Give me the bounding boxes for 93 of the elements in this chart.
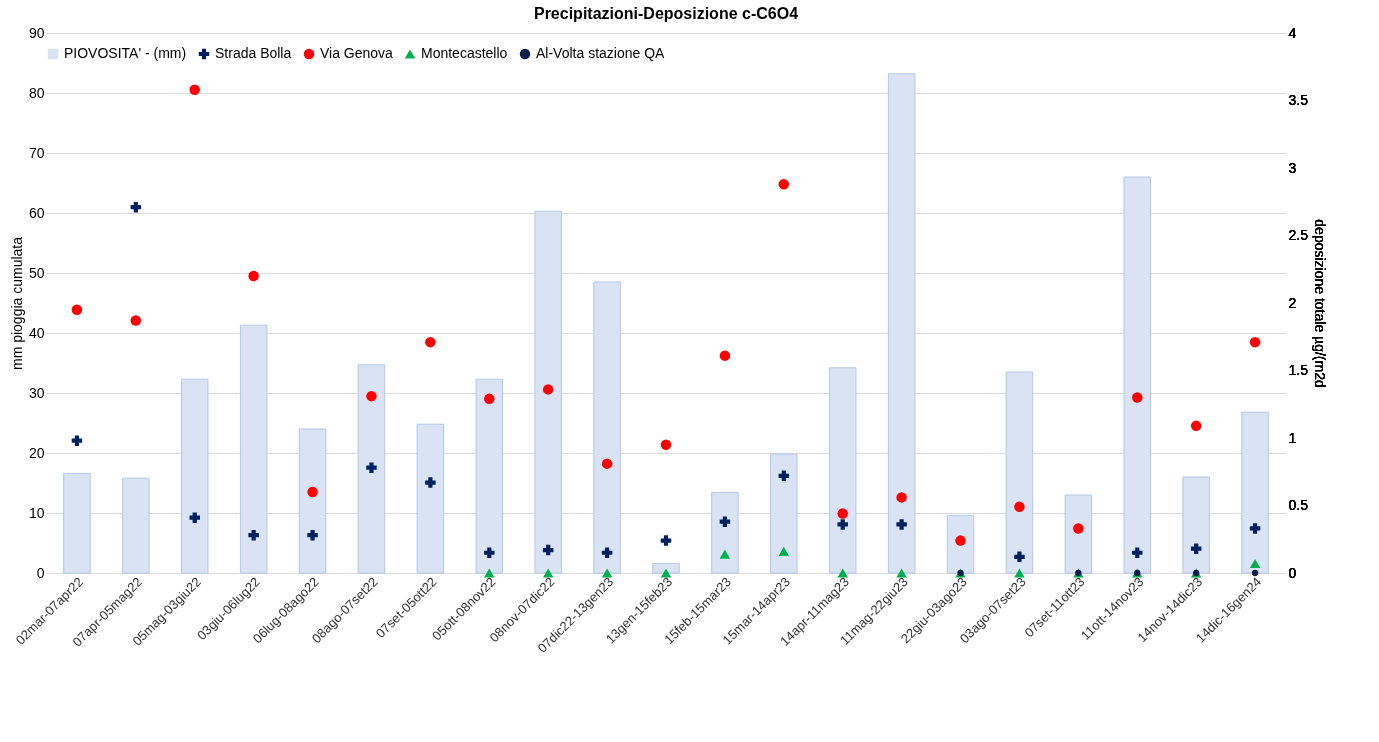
y-tick-label: 90 <box>28 24 45 41</box>
y2-tick-label: 4 <box>1288 24 1297 41</box>
point <box>1249 523 1261 534</box>
y2-tick-label: 2.5 <box>1288 227 1309 243</box>
point <box>955 535 966 546</box>
y2-tick-label: 2 <box>1288 294 1297 311</box>
bar <box>946 514 975 574</box>
point <box>307 529 318 541</box>
y2-tick-label: 3.5 <box>1288 92 1309 108</box>
point <box>425 477 436 488</box>
y-tick-label: 70 <box>28 144 45 161</box>
bar <box>711 492 739 574</box>
point <box>601 458 613 469</box>
bar <box>1123 176 1152 574</box>
point <box>366 462 377 473</box>
point <box>719 516 731 527</box>
y-axis-title: mm pioggia cumulata <box>8 236 25 371</box>
chart-title: Precipitazioni-Deposizione c-C6O4 <box>533 5 799 22</box>
point <box>71 435 83 446</box>
y-tick-label: 20 <box>28 444 45 461</box>
y2-tick-label: 3 <box>1288 159 1297 176</box>
legend-label: Al-Volta stazione QA <box>536 45 666 61</box>
bar <box>1182 476 1210 574</box>
point <box>484 393 495 405</box>
point <box>248 529 259 541</box>
point <box>130 315 142 326</box>
bar <box>828 367 857 574</box>
y-tick-label: 40 <box>28 324 45 341</box>
point <box>1132 392 1143 403</box>
bar <box>652 562 680 574</box>
point <box>1249 559 1261 569</box>
point <box>484 547 495 558</box>
bar <box>1241 411 1269 574</box>
bar <box>1064 494 1093 574</box>
point <box>778 470 790 482</box>
bar <box>534 210 562 574</box>
bar <box>475 378 504 574</box>
point <box>542 544 554 556</box>
point <box>189 84 200 95</box>
point <box>1190 543 1202 554</box>
bar <box>122 477 150 574</box>
bar <box>298 428 327 574</box>
point <box>248 270 259 282</box>
y2-tick-label: 1 <box>1288 429 1297 446</box>
point <box>1251 569 1259 577</box>
bar <box>1005 371 1034 574</box>
point <box>425 336 436 348</box>
bar <box>180 378 209 574</box>
legend-label: Montecastello <box>421 45 508 61</box>
point <box>130 201 142 213</box>
y2-tick-label: 0.5 <box>1288 497 1309 513</box>
point <box>660 535 672 546</box>
point <box>1073 523 1084 534</box>
bar <box>357 364 386 574</box>
y-tick-label: 10 <box>28 504 45 521</box>
point <box>719 350 731 361</box>
point <box>660 439 672 450</box>
y-tick-label: 80 <box>28 84 45 101</box>
point <box>778 178 790 190</box>
point <box>896 492 907 503</box>
point <box>542 384 554 395</box>
bar <box>770 453 798 574</box>
point <box>837 508 848 519</box>
point <box>1190 420 1202 432</box>
y-tick-label: 30 <box>28 384 45 401</box>
bar <box>887 73 916 574</box>
point <box>896 519 907 530</box>
legend-label: Strada Bolla <box>215 45 292 61</box>
point <box>1014 501 1025 513</box>
point <box>1132 547 1143 558</box>
point <box>837 519 848 530</box>
point <box>1014 551 1025 563</box>
bar <box>416 423 445 574</box>
y-tick-label: 60 <box>28 204 45 221</box>
bar <box>63 472 91 574</box>
point <box>189 512 200 523</box>
bar <box>239 324 268 574</box>
y-tick-label: 50 <box>28 264 45 281</box>
point <box>1014 568 1025 578</box>
point <box>1249 336 1261 348</box>
legend-label: PIOVOSITA' - (mm) <box>64 45 187 61</box>
point <box>307 486 318 498</box>
bar <box>593 281 621 574</box>
point <box>601 547 613 558</box>
point <box>366 390 377 402</box>
legend-label: Via Genova <box>320 45 394 61</box>
point <box>719 549 731 559</box>
point <box>778 546 790 556</box>
y2-tick-label: 0 <box>1288 564 1297 581</box>
point <box>71 304 83 315</box>
y-tick-label: 0 <box>36 564 45 581</box>
y2-tick-label: 1.5 <box>1288 362 1309 378</box>
y2-axis-title: deposizione totale µg/(m2d <box>1311 219 1328 388</box>
